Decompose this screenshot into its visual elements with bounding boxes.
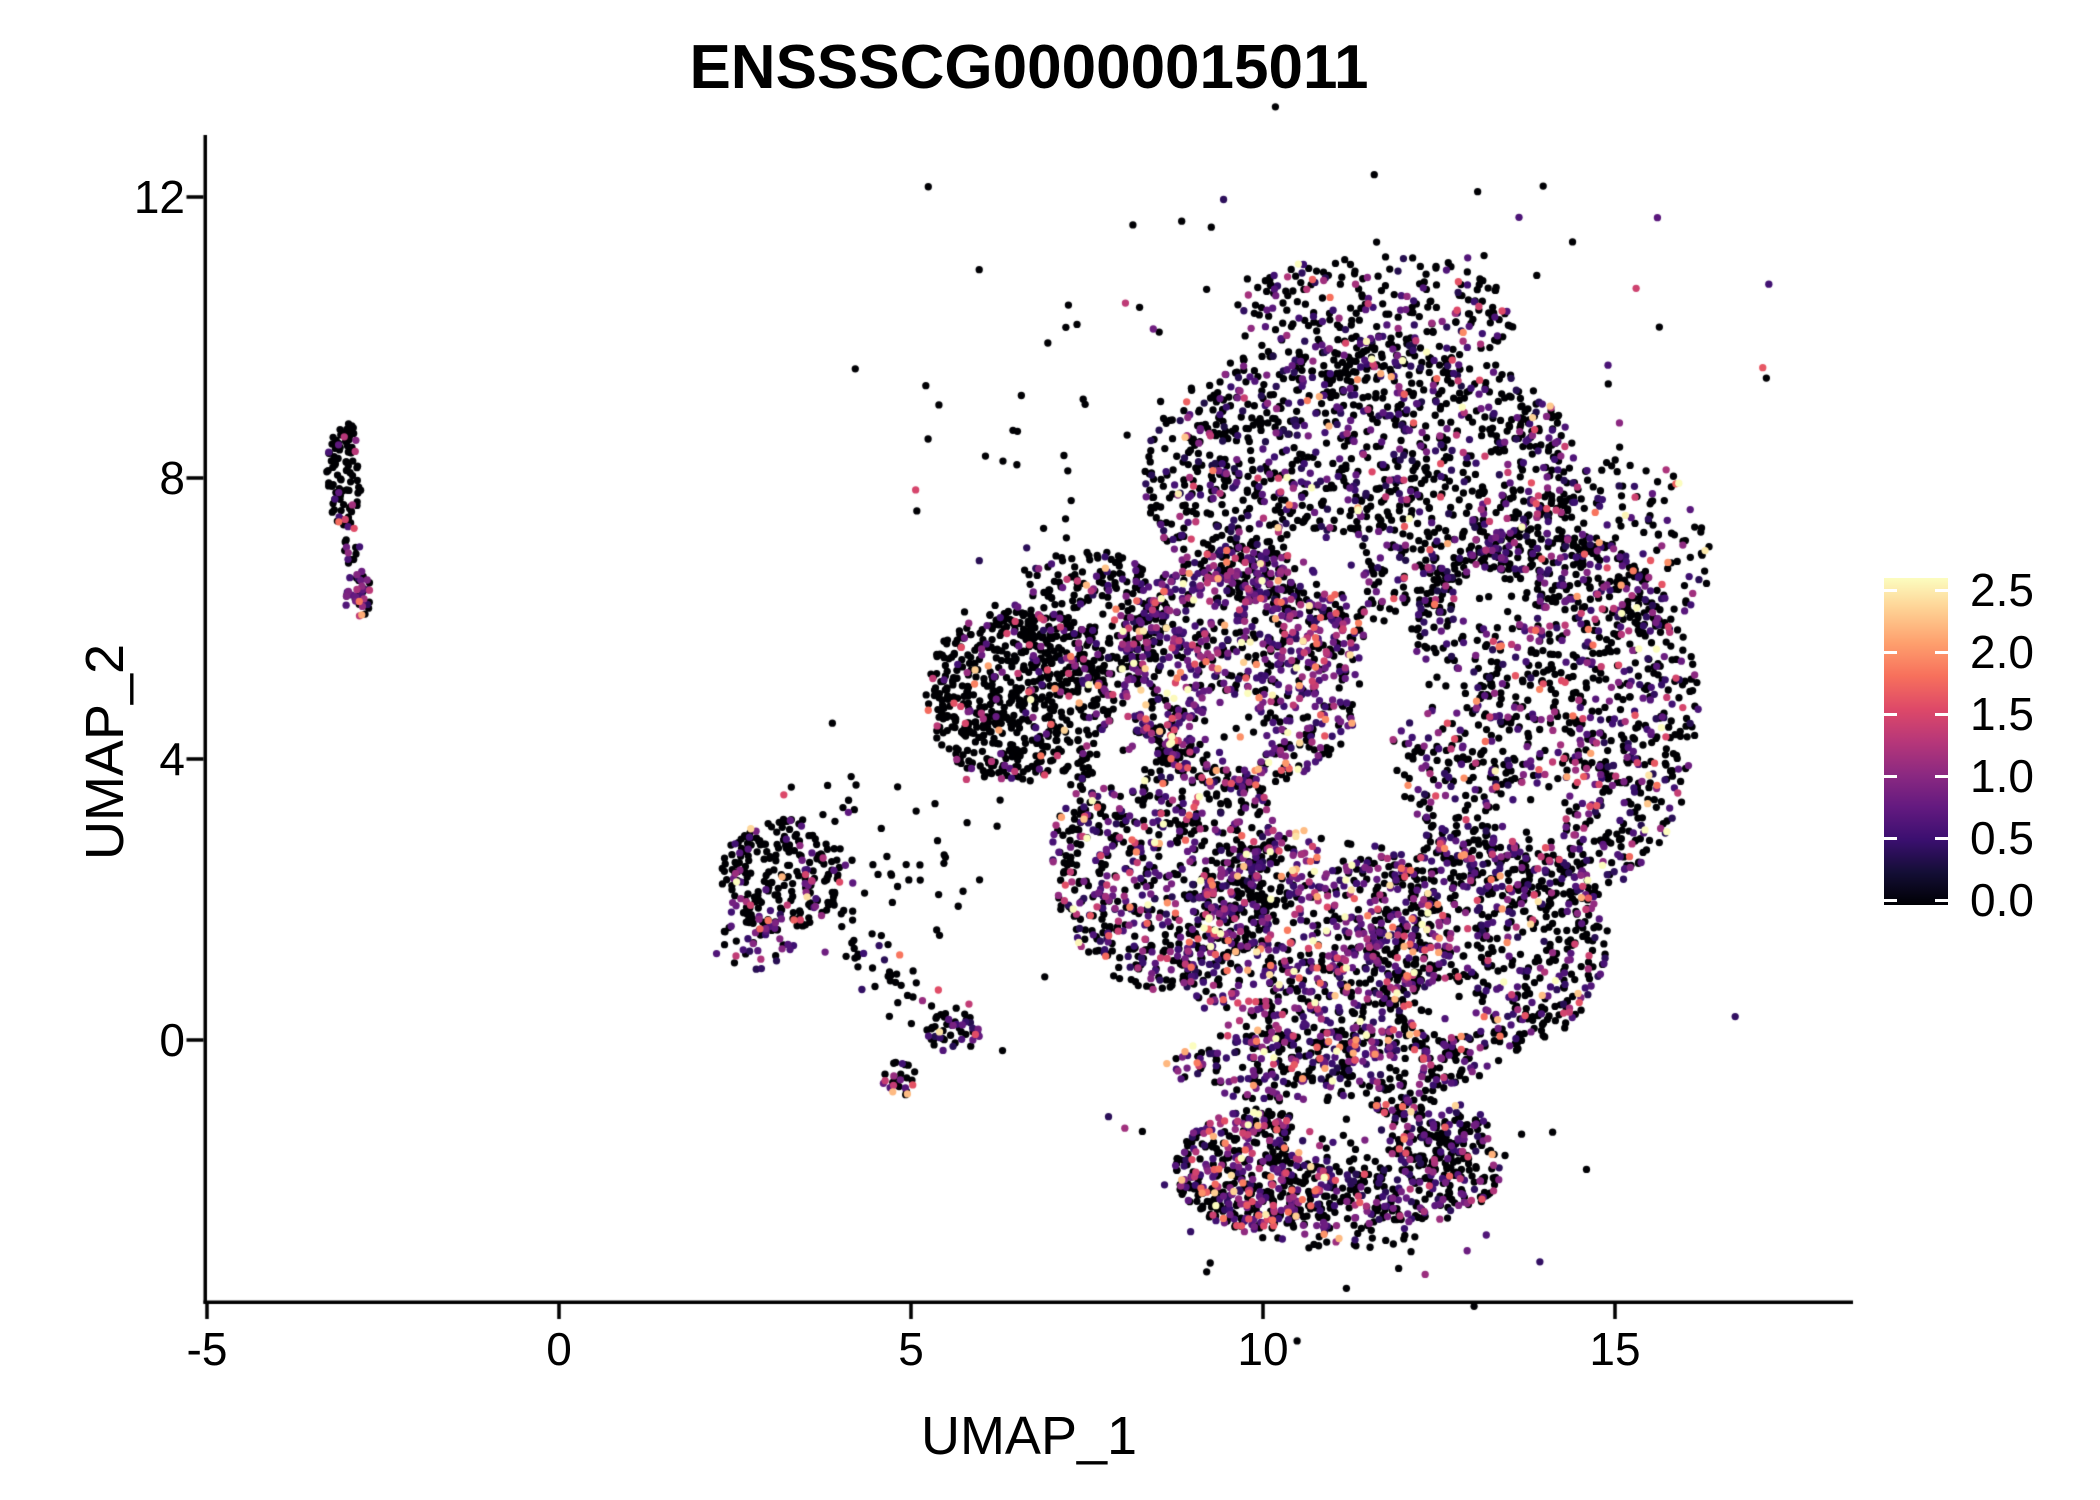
legend-tick-label: 2.0 bbox=[1970, 626, 2034, 678]
y-tick-label: 0 bbox=[159, 1014, 185, 1066]
colorbar-tick-mark bbox=[1935, 650, 1948, 654]
legend-tick-label: 0.0 bbox=[1970, 874, 2034, 926]
x-tick-label: -5 bbox=[186, 1323, 228, 1375]
colorbar-tick-mark bbox=[1884, 898, 1897, 902]
colorbar-tick-mark bbox=[1935, 712, 1948, 716]
chart-title: ENSSSCG00000015011 bbox=[689, 33, 1369, 102]
colorbar-tick-mark bbox=[1884, 836, 1897, 840]
legend-tick-label: 0.5 bbox=[1970, 812, 2034, 864]
x-tick-label: 5 bbox=[898, 1323, 924, 1375]
colorbar-tick-mark bbox=[1935, 836, 1948, 840]
colorbar-gradient bbox=[1884, 578, 1948, 905]
x-tick-label: 0 bbox=[546, 1323, 572, 1375]
colorbar-tick-mark bbox=[1935, 588, 1948, 592]
x-tick-label: 15 bbox=[1589, 1323, 1641, 1375]
colorbar-tick-mark bbox=[1884, 650, 1897, 654]
colorbar-tick-mark bbox=[1935, 898, 1948, 902]
x-tick-label: 10 bbox=[1237, 1323, 1289, 1375]
colorbar-tick-mark bbox=[1884, 712, 1897, 716]
legend-tick-label: 2.5 bbox=[1970, 564, 2034, 616]
colorbar-tick-mark bbox=[1884, 774, 1897, 778]
colorbar-tick-mark bbox=[1884, 588, 1897, 592]
colorbar-tick-mark bbox=[1935, 774, 1948, 778]
legend-tick-label: 1.5 bbox=[1970, 688, 2034, 740]
y-tick-label: 4 bbox=[159, 733, 185, 785]
x-axis-title: UMAP_1 bbox=[920, 1406, 1138, 1466]
y-tick-label: 8 bbox=[159, 452, 185, 504]
legend-tick-label: 1.0 bbox=[1970, 750, 2034, 802]
y-tick-label: 12 bbox=[133, 171, 185, 223]
